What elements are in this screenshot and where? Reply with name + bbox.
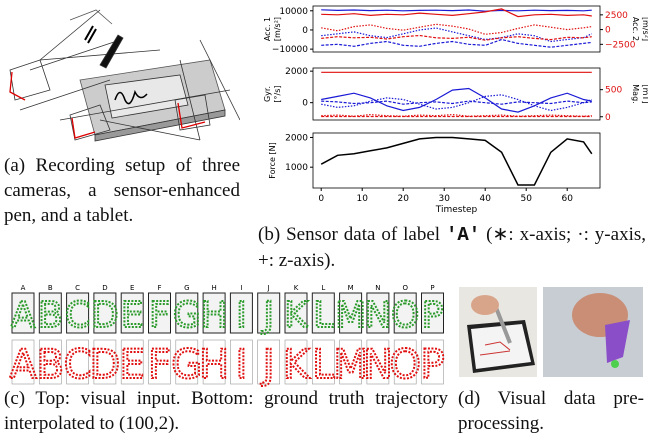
x-tick-label: 60	[561, 194, 573, 204]
series-line	[321, 138, 592, 186]
truth-trajectory: I	[236, 342, 248, 388]
input-trajectory: K	[284, 295, 309, 336]
x-tick-label: 40	[479, 194, 491, 204]
series-line	[321, 10, 592, 11]
y-tick-label: 2000	[285, 67, 308, 77]
truth-trajectory: C	[64, 342, 92, 388]
letter-label: A	[21, 284, 26, 292]
y-axis-label: Gyr.	[263, 86, 272, 102]
truth-trajectory: B	[37, 342, 64, 388]
input-trajectory: N	[364, 295, 391, 336]
caption-label: 'A'	[446, 224, 480, 246]
input-trajectory: O	[391, 295, 419, 336]
letter-label: G	[184, 284, 189, 292]
letter-label: F	[157, 284, 161, 292]
truth-trajectory: A	[9, 342, 37, 388]
y-axis-label: [°/s]	[273, 85, 282, 102]
hand	[471, 295, 499, 315]
y-tick-label: 2000	[285, 133, 308, 143]
input-trajectory: G	[173, 295, 201, 336]
truth-trajectory: K	[283, 342, 311, 388]
y2-axis-label: Mag.	[631, 84, 640, 103]
input-trajectory: P	[422, 295, 444, 336]
y-tick-label: 1000	[285, 163, 308, 173]
truth-trajectory: N	[363, 342, 393, 388]
letter-label: J	[267, 284, 270, 292]
input-trajectory: F	[149, 295, 170, 336]
y-tick-label: −10000	[272, 45, 308, 55]
pen-tip	[611, 360, 619, 368]
x-tick-label: 10	[356, 194, 368, 204]
input-trajectory: E	[121, 295, 144, 336]
truth-trajectory: H	[199, 342, 229, 388]
y-tick-label: 0	[302, 26, 308, 36]
y-axis-label: Acc. 1	[263, 17, 272, 41]
input-trajectory: D	[91, 295, 119, 336]
input-trajectory: A	[11, 295, 36, 336]
input-trajectory: H	[201, 295, 228, 336]
preprocessing-photos	[455, 285, 648, 380]
truth-trajectory: F	[148, 342, 171, 388]
y-axis-label: [m/s²]	[273, 17, 282, 41]
truth-trajectory: L	[312, 342, 335, 388]
y-axis-label: Force [N]	[268, 142, 277, 178]
input-trajectory: L	[313, 295, 333, 336]
letter-label: D	[102, 284, 107, 292]
caption-b: (b) Sensor data of label 'A' (∗: x-axis;…	[258, 222, 646, 273]
letter-label: N	[375, 284, 380, 292]
caption-a: (a) Recording setup of three cameras, a …	[4, 153, 240, 228]
y2-axis-label: [mT]	[641, 85, 648, 104]
letter-label: I	[240, 284, 242, 292]
x-tick-label: 30	[438, 194, 450, 204]
letter-label: H	[211, 284, 216, 292]
screen	[471, 324, 531, 369]
letter-label: B	[48, 284, 53, 292]
truth-trajectory: J	[260, 342, 275, 388]
letter-label: C	[75, 284, 80, 292]
x-tick-label: 50	[520, 194, 532, 204]
plot-frame	[313, 133, 600, 188]
y2-tick-label: 0	[605, 113, 611, 123]
y-tick-label: 0	[302, 99, 308, 109]
series-line	[321, 101, 592, 104]
caption-c: (c) Top: visual input. Bottom: ground tr…	[4, 386, 448, 436]
y2-tick-label: −2500	[605, 40, 636, 50]
truth-trajectory: D	[89, 342, 120, 388]
input-trajectory: B	[38, 295, 63, 336]
input-trajectory: M	[335, 295, 366, 336]
letter-label: M	[348, 284, 354, 292]
plot-frame	[313, 6, 600, 52]
truth-trajectory: P	[420, 342, 444, 388]
series-line	[321, 89, 592, 113]
series-line	[321, 24, 592, 34]
y2-axis-label: [m/s²]	[641, 17, 648, 41]
setup-drawing	[0, 0, 240, 150]
x-axis-label: Timestep	[435, 205, 478, 215]
y2-tick-label: 2500	[605, 11, 628, 21]
x-tick-label: 0	[318, 194, 324, 204]
caption-d: (d) Visual data pre-processing.	[458, 386, 644, 436]
input-trajectory: I	[236, 295, 247, 336]
figure: (a) Recording setup of three cameras, a …	[0, 0, 648, 436]
y2-tick-label: 500	[605, 86, 622, 96]
letter-label: O	[402, 284, 408, 292]
letter-label: E	[130, 284, 134, 292]
input-trajectory: C	[65, 295, 90, 336]
truth-trajectory: O	[389, 342, 420, 388]
letter-label: P	[430, 284, 434, 292]
y-tick-label: 10000	[279, 7, 308, 17]
x-tick-label: 20	[397, 194, 409, 204]
series-line	[321, 40, 592, 48]
letter-label: K	[294, 284, 299, 292]
letter-grid: AAABBBCCCDDDEEEFFFGGGHHHIIIJJJKKKLLLMMMN…	[0, 282, 450, 390]
y2-axis-label: Acc. 2	[631, 17, 640, 41]
truth-trajectory: G	[171, 342, 202, 388]
y2-tick-label: 0	[605, 26, 611, 36]
truth-trajectory: E	[120, 342, 145, 388]
caption-text: (b) Sensor data of label	[258, 224, 446, 245]
letter-label: L	[321, 284, 325, 292]
input-trajectory: J	[261, 295, 274, 336]
series-line	[321, 36, 592, 41]
